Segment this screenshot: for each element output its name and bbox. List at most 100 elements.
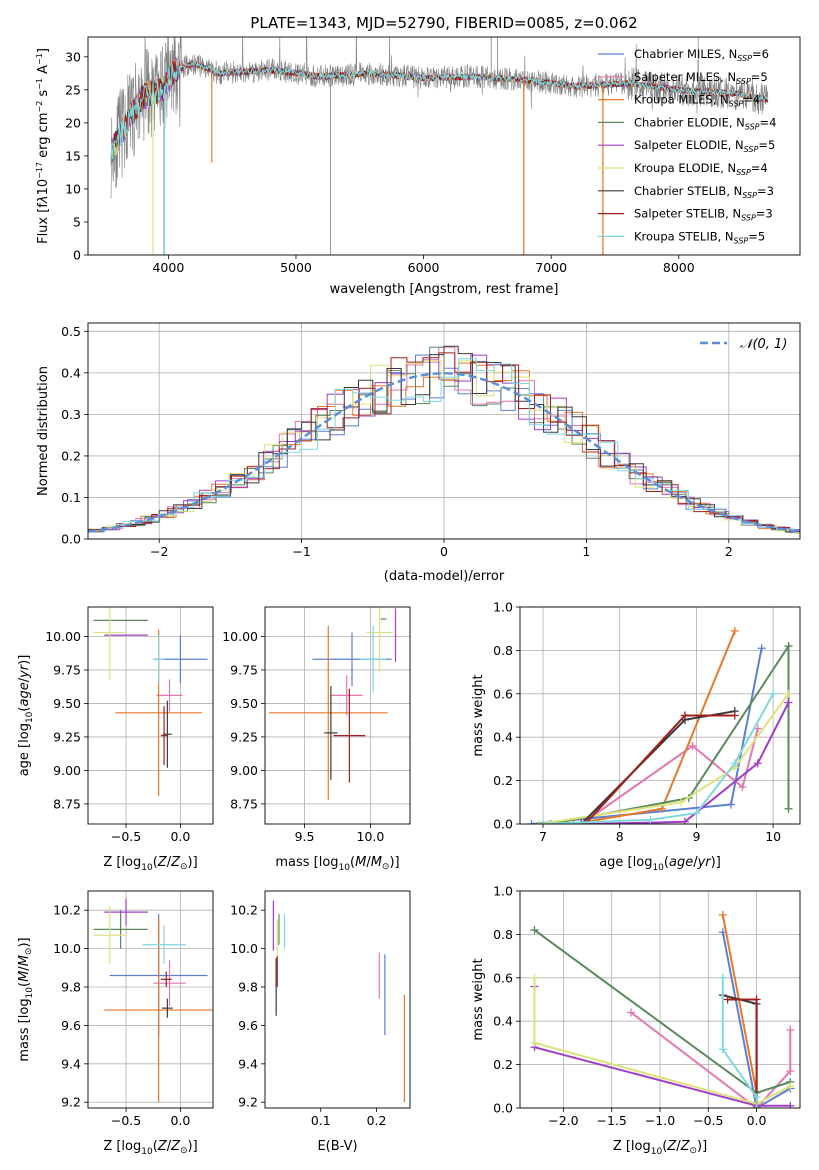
y-tick-label: 1.0 (493, 884, 513, 899)
weight-marker (730, 759, 739, 768)
y-tick-label: 9.75 (230, 662, 258, 677)
legend-label: Chabrier STELIB, NSSP=3 (634, 184, 774, 200)
x-tick-label: −2 (150, 544, 168, 559)
x-axis-label: (data-model)/error (384, 569, 505, 584)
y-tick-label: 0.2 (61, 448, 81, 463)
legend-label: 𝒩(0, 1) (740, 337, 787, 352)
weight-line-salpeter-miles (630, 1011, 792, 1108)
weight-marker (677, 798, 686, 807)
weight-line-kroupa-miles (721, 914, 758, 1104)
weight-marker (784, 804, 793, 813)
weight-marker (753, 759, 762, 768)
weight-marker (688, 741, 697, 750)
x-tick-label: 7000 (535, 260, 567, 275)
legend-label: Salpeter STELIB, NSSP=3 (634, 207, 773, 223)
axes-frame (264, 606, 411, 825)
model-line-kroupa-stelib (110, 56, 769, 166)
y-tick-label: 10.0 (230, 941, 258, 956)
weight-line-salpeter-elodie (588, 702, 790, 824)
y-axis-label: mass weight (471, 674, 486, 756)
weight-marker (726, 800, 735, 809)
axes-frame (519, 890, 801, 1109)
y-tick-label: 0.6 (493, 970, 513, 985)
legend-label: Salpeter ELODIE, NSSP=5 (634, 138, 775, 154)
y-axis-label: mass [log10(M/M⊙)] (17, 937, 35, 1061)
y-tick-label: 10 (65, 181, 81, 196)
weight-marker (569, 820, 578, 824)
x-tick-label: 10.0 (357, 829, 385, 844)
y-tick-label: 9.8 (238, 980, 258, 995)
y-tick-label: 10.0 (53, 941, 81, 956)
errorbar-chabrier-stelib (161, 998, 173, 1018)
x-axis-label: Z [log10(Z/Z⊙)] (103, 1139, 197, 1157)
y-tick-label: 9.25 (230, 729, 258, 744)
x-tick-label: −2.0 (548, 1113, 578, 1128)
y-tick-label: 9.50 (53, 696, 81, 711)
weight-marker (627, 1008, 636, 1017)
weight-marker (752, 995, 761, 1004)
x-tick-label: −1 (292, 544, 310, 559)
y-tick-label: 20 (65, 115, 81, 130)
legend-label: Kroupa MILES, NSSP=4 (634, 93, 760, 109)
weight-marker (786, 1082, 795, 1091)
weight-marker (784, 698, 793, 707)
x-tick-label: 9.5 (295, 829, 315, 844)
errorbar-salpeter-miles (156, 679, 183, 712)
weight-marker (757, 644, 766, 653)
weight-marker (730, 626, 739, 635)
x-tick-label: 4000 (152, 260, 184, 275)
axes-frame (264, 890, 411, 1109)
x-tick-label: −0.5 (693, 1113, 723, 1128)
axes-frame (519, 606, 801, 825)
weight-line-salpeter-miles (580, 728, 759, 824)
x-axis-label: Z [log10(Z/Z⊙)] (613, 1139, 707, 1157)
weight-marker (786, 1025, 795, 1034)
y-tick-label: 9.50 (230, 696, 258, 711)
chart-title: PLATE=1343, MJD=52790, FIBERID=0085, z=0… (250, 14, 637, 32)
y-tick-label: 9.00 (230, 763, 258, 778)
axes-frame (87, 606, 214, 825)
legend-label: Kroupa STELIB, NSSP=5 (634, 229, 765, 245)
y-tick-label: 0.2 (493, 773, 513, 788)
x-tick-label: 6000 (408, 260, 440, 275)
weight-marker (692, 809, 701, 818)
y-tick-label: 9.8 (61, 980, 81, 995)
y-tick-label: 0.1 (61, 490, 81, 505)
y-tick-label: 15 (65, 148, 81, 163)
y-tick-label: 0.0 (61, 532, 81, 547)
weight-line-kroupa-stelib (721, 977, 758, 1108)
x-axis-label: E(B-V) (317, 1139, 357, 1154)
y-tick-label: 10.2 (53, 903, 81, 918)
legend-label: Chabrier ELODIE, NSSP=4 (634, 115, 776, 131)
weight-marker (530, 926, 539, 935)
legend-label: Chabrier MILES, NSSP=6 (634, 47, 769, 63)
y-tick-label: 0.8 (493, 643, 513, 658)
x-tick-label: −1.0 (645, 1113, 675, 1128)
weight-marker (530, 1038, 539, 1047)
errorbar-kroupa-elodie (93, 607, 127, 680)
x-axis-label: mass [log10(M/M⊙)] (275, 855, 399, 873)
weight-marker (784, 642, 793, 651)
y-tick-label: 1.0 (493, 600, 513, 615)
errorbar-salpeter-elodie (104, 898, 148, 926)
weight-marker (530, 973, 539, 982)
errorbar-kroupa-miles (268, 625, 388, 800)
x-tick-label: 0.2 (367, 1113, 387, 1128)
errorbar-chabrier-elodie (93, 910, 148, 949)
y-tick-label: 10.00 (222, 629, 258, 644)
y-tick-label: 10.2 (230, 903, 258, 918)
y-tick-label: 5 (73, 214, 81, 229)
weight-marker (730, 711, 739, 720)
x-tick-label: 0.1 (311, 1113, 331, 1128)
x-tick-label: 0.0 (170, 829, 190, 844)
weight-marker (769, 689, 778, 698)
weight-marker (738, 783, 747, 792)
errorbar-salpeter-stelib (333, 688, 366, 783)
y-tick-label: 9.00 (53, 763, 81, 778)
y-tick-label: 30 (65, 49, 81, 64)
y-tick-label: 0.5 (61, 324, 81, 339)
weight-marker (718, 1045, 727, 1054)
errorbar-kroupa-miles (104, 917, 213, 1103)
y-tick-label: 9.4 (61, 1056, 81, 1071)
y-tick-label: 0.0 (493, 1101, 513, 1116)
